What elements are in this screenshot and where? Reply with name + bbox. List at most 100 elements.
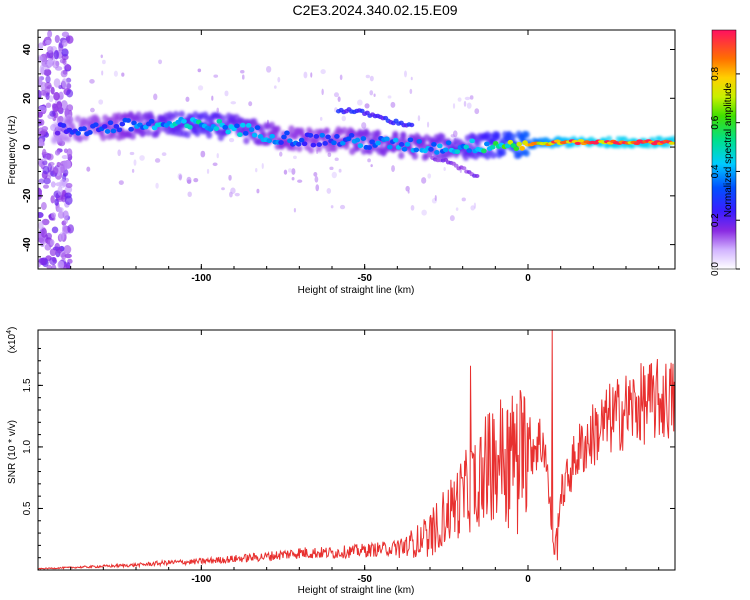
noise-speckle	[369, 90, 374, 96]
noise-speckle	[47, 84, 53, 89]
ridge-core-blob	[237, 132, 243, 138]
ridge-halo-blob	[109, 131, 117, 140]
ridge-core-blob	[213, 126, 220, 132]
noise-speckle	[41, 218, 50, 226]
ridge-core-blob	[334, 134, 340, 139]
ridge-core-blob	[116, 127, 123, 133]
noise-speckle	[60, 164, 65, 174]
ridge-core-blob	[295, 141, 302, 147]
noise-speckle	[39, 130, 46, 136]
noise-speckle	[62, 225, 69, 235]
noise-speckle	[58, 91, 64, 100]
ridge-core-blob	[107, 120, 114, 126]
noise-speckle	[331, 171, 337, 179]
noise-speckle	[158, 59, 163, 65]
ridge-core-blob	[284, 130, 290, 136]
ridge-core-blob	[360, 136, 367, 141]
noise-speckle	[49, 110, 56, 117]
ridge-core-blob	[434, 150, 440, 155]
ridge-core-blob	[325, 134, 331, 140]
noise-speckle	[197, 85, 204, 91]
noise-speckle	[53, 106, 59, 112]
noise-speckle	[50, 181, 56, 188]
noise-speckle	[319, 116, 323, 121]
x-tick-label: -100	[191, 273, 211, 284]
ridge-halo-blob	[288, 125, 295, 133]
noise-speckle	[373, 93, 376, 97]
ridge-core-blob	[416, 139, 423, 144]
noise-speckle	[197, 68, 202, 73]
ridge-core-blob	[466, 148, 473, 153]
ridge-halo-blob	[274, 125, 281, 133]
noise-speckle	[48, 95, 54, 103]
ridge-halo-blob	[490, 151, 497, 159]
noise-speckle	[61, 155, 69, 160]
spectrogram-axes: -100 -50 0 -40 -20 0 20 40	[22, 30, 675, 284]
noise-speckle	[139, 155, 145, 161]
ridge-core-blob	[87, 130, 93, 135]
ridge-core-blob	[104, 129, 111, 134]
snr-series-line	[38, 330, 675, 570]
noise-speckle	[133, 159, 137, 166]
noise-speckle	[65, 182, 73, 189]
ridge-core-blob	[442, 147, 449, 153]
ridge-halo-blob	[145, 128, 152, 137]
noise-speckle	[38, 158, 44, 168]
ridge-core-blob	[431, 141, 437, 147]
noise-speckle	[54, 34, 60, 44]
ridge-core-blob	[331, 140, 337, 146]
x-tick-label: 0	[525, 574, 531, 585]
colorbar-tick-label: 0.4	[710, 164, 721, 178]
spectrogram-ylabel: Frequency (Hz)	[7, 116, 18, 185]
noise-speckle	[129, 151, 135, 156]
noise-speckle	[52, 60, 60, 69]
ridge-core-blob	[225, 129, 231, 135]
noise-speckle	[45, 232, 52, 240]
ridge-core-blob	[287, 138, 293, 144]
noise-speckle	[329, 166, 334, 171]
noise-speckle	[86, 166, 91, 172]
noise-speckle	[41, 126, 49, 132]
noise-speckle	[41, 227, 48, 238]
y-tick-label: 40	[22, 44, 33, 56]
ridge-core-blob	[384, 136, 390, 142]
ridge-halo-blob	[129, 132, 136, 140]
noise-speckle	[57, 260, 65, 269]
colorbar-tick-label: 0.0	[710, 262, 721, 276]
ridge-core-blob	[348, 132, 355, 138]
ridge-halo-blob	[645, 144, 652, 149]
ridge-halo-blob	[523, 130, 530, 139]
ridge-halo-blob	[172, 110, 180, 119]
noise-speckle	[54, 198, 59, 206]
ridge-core-blob	[392, 137, 399, 143]
noise-speckle	[117, 149, 122, 157]
noise-speckle	[47, 30, 53, 38]
ridge-halo-blob	[66, 116, 74, 124]
ridge-core-blob	[633, 141, 641, 146]
upper-branch-blob	[409, 122, 415, 128]
noise-speckle	[327, 152, 332, 158]
lower-branch-blob	[474, 174, 480, 179]
noise-speckle	[40, 89, 46, 96]
noise-speckle	[53, 78, 61, 88]
ridge-core-blob	[401, 146, 408, 152]
noise-speckle	[463, 100, 467, 107]
ridge-halo-blob	[331, 144, 338, 153]
noise-speckle	[48, 161, 55, 166]
noise-speckle	[339, 204, 346, 210]
noise-speckle	[38, 119, 45, 126]
ridge-halo-blob	[243, 137, 250, 145]
noise-speckle	[100, 54, 103, 59]
noise-speckle	[67, 224, 75, 234]
noise-speckle	[314, 175, 319, 183]
ridge-core-blob	[428, 146, 434, 152]
ridge-core-blob	[445, 140, 452, 146]
ridge-core-blob	[407, 137, 414, 143]
noise-speckle	[288, 168, 292, 173]
noise-speckle	[60, 69, 68, 78]
noise-speckle	[49, 257, 57, 266]
ridge-halo-blob	[64, 135, 72, 143]
noise-speckle	[101, 70, 104, 76]
spectrogram-heatmap	[38, 30, 675, 269]
